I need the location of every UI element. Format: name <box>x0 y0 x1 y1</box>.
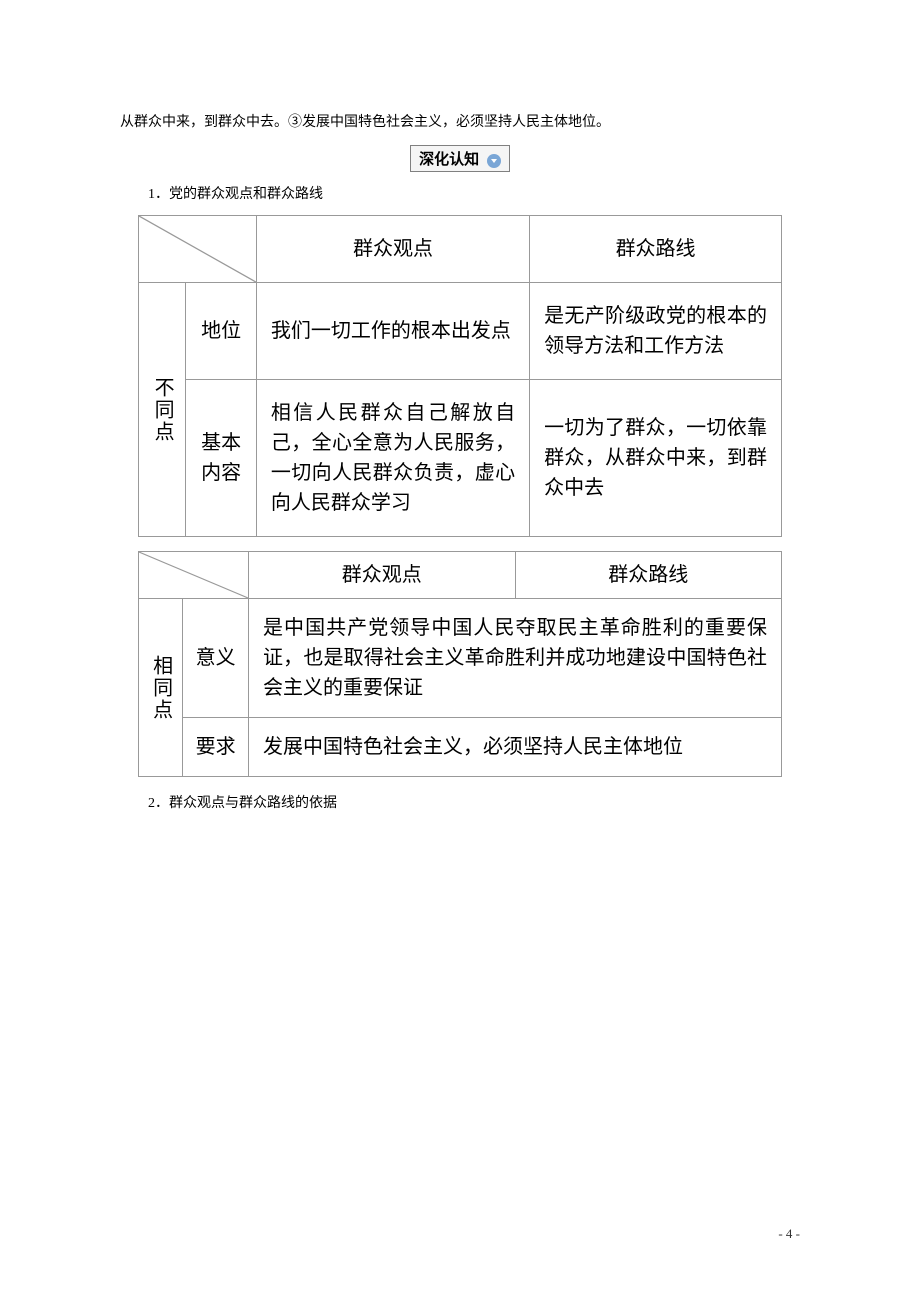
col-header-2: 群众路线 <box>530 216 782 283</box>
col-header-2: 群众路线 <box>515 552 782 599</box>
section-banner: 深化认知 <box>120 145 800 172</box>
table-row: 基本内容 相信人民群众自己解放自己，全心全意为人民服务，一切向人民群众负责，虚心… <box>139 380 782 537</box>
heading-1: 1．党的群众观点和群众路线 <box>120 182 800 207</box>
table-row: 群众观点 群众路线 <box>139 216 782 283</box>
cell-content: 是中国共产党领导中国人民夺取民主革命胜利的重要保证，也是取得社会主义革命胜利并成… <box>249 599 782 718</box>
row-label: 地位 <box>186 283 257 380</box>
row-group-label: 不同点 <box>139 283 186 537</box>
table-2-wrapper: 群众观点 群众路线 相同点 意义 是中国共产党领导中国人民夺取民主革命胜利的重要… <box>138 551 782 777</box>
cell-content: 相信人民群众自己解放自己，全心全意为人民服务，一切向人民群众负责，虚心向人民群众… <box>256 380 529 537</box>
table-1: 群众观点 群众路线 不同点 地位 我们一切工作的根本出发点 是无产阶级政党的根本… <box>138 215 782 537</box>
diagonal-header-cell <box>139 552 249 599</box>
row-label: 意义 <box>183 599 249 718</box>
diagonal-line-icon <box>139 216 256 282</box>
cell-content: 是无产阶级政党的根本的领导方法和工作方法 <box>530 283 782 380</box>
cell-content: 我们一切工作的根本出发点 <box>256 283 529 380</box>
banner-arrow-icon <box>487 154 501 168</box>
table-row: 相同点 意义 是中国共产党领导中国人民夺取民主革命胜利的重要保证，也是取得社会主… <box>139 599 782 718</box>
row-label: 基本内容 <box>186 380 257 537</box>
table-row: 不同点 地位 我们一切工作的根本出发点 是无产阶级政党的根本的领导方法和工作方法 <box>139 283 782 380</box>
table-1-wrapper: 群众观点 群众路线 不同点 地位 我们一切工作的根本出发点 是无产阶级政党的根本… <box>138 215 782 537</box>
row-group-label-text: 相同点 <box>146 655 176 721</box>
banner-text: 深化认知 <box>419 152 479 168</box>
table-row: 群众观点 群众路线 <box>139 552 782 599</box>
row-group-label: 相同点 <box>139 599 183 777</box>
table-row: 要求 发展中国特色社会主义，必须坚持人民主体地位 <box>139 718 782 777</box>
banner-box: 深化认知 <box>410 145 510 172</box>
diagonal-line-icon <box>139 552 248 598</box>
intro-paragraph: 从群众中来，到群众中去。③发展中国特色社会主义，必须坚持人民主体地位。 <box>120 110 800 135</box>
cell-content: 一切为了群众，一切依靠群众，从群众中来，到群众中去 <box>530 380 782 537</box>
table-2: 群众观点 群众路线 相同点 意义 是中国共产党领导中国人民夺取民主革命胜利的重要… <box>138 551 782 777</box>
row-label: 要求 <box>183 718 249 777</box>
heading-2: 2．群众观点与群众路线的依据 <box>120 791 800 816</box>
diagonal-header-cell <box>139 216 257 283</box>
page-content: 从群众中来，到群众中去。③发展中国特色社会主义，必须坚持人民主体地位。 深化认知… <box>0 0 920 875</box>
page-number: - 4 - <box>778 1226 800 1242</box>
cell-content: 发展中国特色社会主义，必须坚持人民主体地位 <box>249 718 782 777</box>
col-header-1: 群众观点 <box>249 552 516 599</box>
col-header-1: 群众观点 <box>256 216 529 283</box>
row-group-label-text: 不同点 <box>147 377 177 443</box>
